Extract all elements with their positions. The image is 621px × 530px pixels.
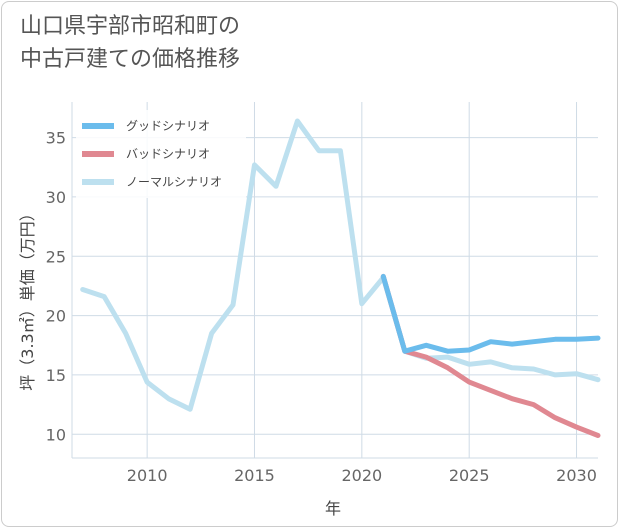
- series-line-bad: [380, 273, 601, 438]
- x-tick-label: 2025: [449, 466, 490, 485]
- y-tick-label: 15: [46, 366, 66, 385]
- y-tick-label: 35: [46, 129, 66, 148]
- y-tick-label: 10: [46, 425, 66, 444]
- x-axis-ticks: 2010 2015 2020 2025 2030: [127, 466, 597, 485]
- legend-label: ノーマルシナリオ: [126, 175, 222, 189]
- x-axis-title: 年: [325, 499, 341, 518]
- legend-label: グッドシナリオ: [126, 119, 210, 133]
- series-line-normal: [80, 118, 601, 412]
- x-tick-label: 2030: [556, 466, 597, 485]
- x-tick-label: 2015: [234, 466, 275, 485]
- x-tick-label: 2010: [127, 466, 168, 485]
- y-axis-ticks: 10 15 20 25 30 35: [46, 129, 66, 445]
- series-line-good: [380, 273, 601, 354]
- legend-label: バッドシナリオ: [126, 147, 210, 161]
- title-line-1: 山口県宇部市昭和町の: [20, 14, 241, 39]
- plot-area: [71, 102, 598, 459]
- series-layer: [80, 118, 601, 438]
- title-line-2: 中古戸建ての価格推移: [20, 47, 241, 72]
- x-tick-label: 2020: [341, 466, 382, 485]
- chart-title: 山口県宇部市昭和町の 中古戸建ての価格推移: [20, 10, 240, 76]
- y-tick-label: 25: [46, 247, 66, 266]
- y-tick-label: 20: [46, 307, 66, 326]
- y-axis-title: 坪（3.3㎡）単価（万円）: [18, 205, 37, 390]
- y-tick-label: 30: [46, 188, 66, 207]
